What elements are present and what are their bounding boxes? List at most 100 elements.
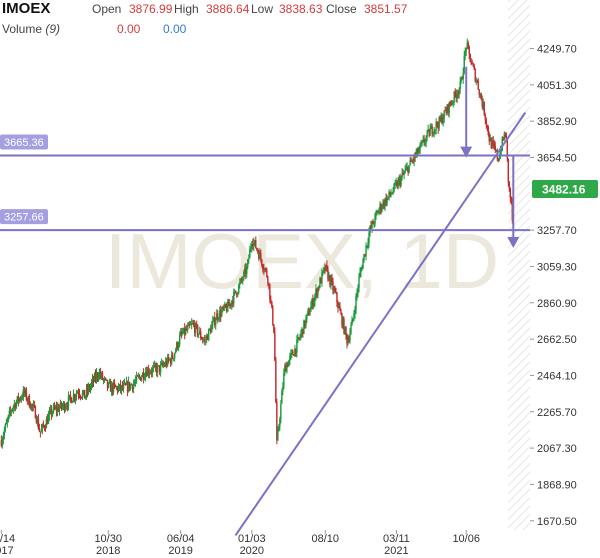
candle-body [258,252,260,259]
candle-body [81,393,84,398]
candle-body [114,384,117,388]
candle-body [169,359,172,364]
candle-body [232,300,234,304]
candle-body [263,269,265,271]
candle-body [5,422,8,425]
candle-body [510,197,512,201]
candle-body [29,406,32,409]
candle-body [465,48,467,51]
candle-body [310,305,312,312]
candle-body [62,402,65,407]
candle-body [184,328,187,335]
candle-body [226,306,228,312]
candle-body [446,104,448,113]
candle-body [357,288,359,293]
candle-body [3,430,6,436]
x-tick-label: 12/14 [0,533,15,545]
candle-body [160,362,163,365]
candle-body [411,160,413,162]
candle-body [342,319,344,326]
candle-body [37,418,40,429]
candle-body [272,307,274,325]
candle-body [334,288,336,292]
candle-body [440,116,442,121]
candle-body [21,397,24,399]
candle-body [222,306,224,311]
candle-body [17,396,20,402]
x-tick-label: 10/30 [94,533,122,545]
candle-body [125,381,128,385]
candle-body [360,269,362,273]
candle-body [401,173,403,178]
candle-body [194,324,196,333]
candle-body [398,178,400,181]
candle-body [423,139,425,144]
candle-body [170,354,173,364]
candle-body [403,172,405,175]
candle-body [107,382,110,388]
candle-body [209,328,211,330]
candle-body [364,254,366,256]
y-tick-label: 3654.50 [537,153,577,165]
candle-body [42,424,45,427]
candle-body [480,93,482,100]
y-tick-label: 2067.30 [537,443,577,455]
candle-body [71,401,74,403]
candle-body [97,376,100,378]
candle-body [178,335,181,345]
candle-body [8,410,11,416]
candle-body [220,310,222,317]
candle-body [135,375,138,381]
candle-body [450,104,452,106]
candle-body [205,339,207,341]
candle-body [94,374,97,380]
y-tick-label: 2265.70 [537,407,577,419]
candle-body [105,379,108,381]
y-tick-label: 4249.70 [537,44,577,56]
candle-body [344,327,346,334]
candle-body [394,183,396,185]
candle-body [177,344,180,348]
candle-body [253,242,255,247]
candle-body [376,212,378,213]
candle-body [151,367,154,373]
candle-body [498,157,500,161]
candle-body [451,102,453,105]
candle-body [484,114,486,120]
candle-body [288,360,290,367]
candle-body [279,418,281,427]
candle-body [291,351,293,354]
candle-body [257,249,259,253]
candle-body [491,141,493,148]
candle-body [454,91,456,95]
candle-body [228,301,230,307]
x-tick-label: 01/03 [238,533,266,545]
candle-body [499,150,501,158]
candle-body [247,259,249,267]
candle-body [307,310,309,314]
candle-body [412,160,414,162]
candle-body [70,397,73,403]
candle-body [347,339,349,344]
candle-body [477,81,479,90]
y-tick-label: 4051.30 [537,80,577,92]
arrow-head [460,146,473,158]
candle-body [9,410,12,412]
candle-body [144,372,147,378]
candle-body [203,340,205,341]
candle-body [436,122,438,126]
candle-body [462,72,464,80]
candle-body [289,355,291,361]
candle-body [292,351,294,355]
candle-body [379,204,381,210]
candle-body [74,396,77,399]
candle-body [459,81,461,89]
candle-body [195,323,197,333]
candle-body [406,166,408,168]
candle-body [418,149,420,154]
candle-body [438,117,440,129]
candle-body [211,325,213,333]
candle-body [246,266,248,275]
last-price-badge [532,180,598,199]
